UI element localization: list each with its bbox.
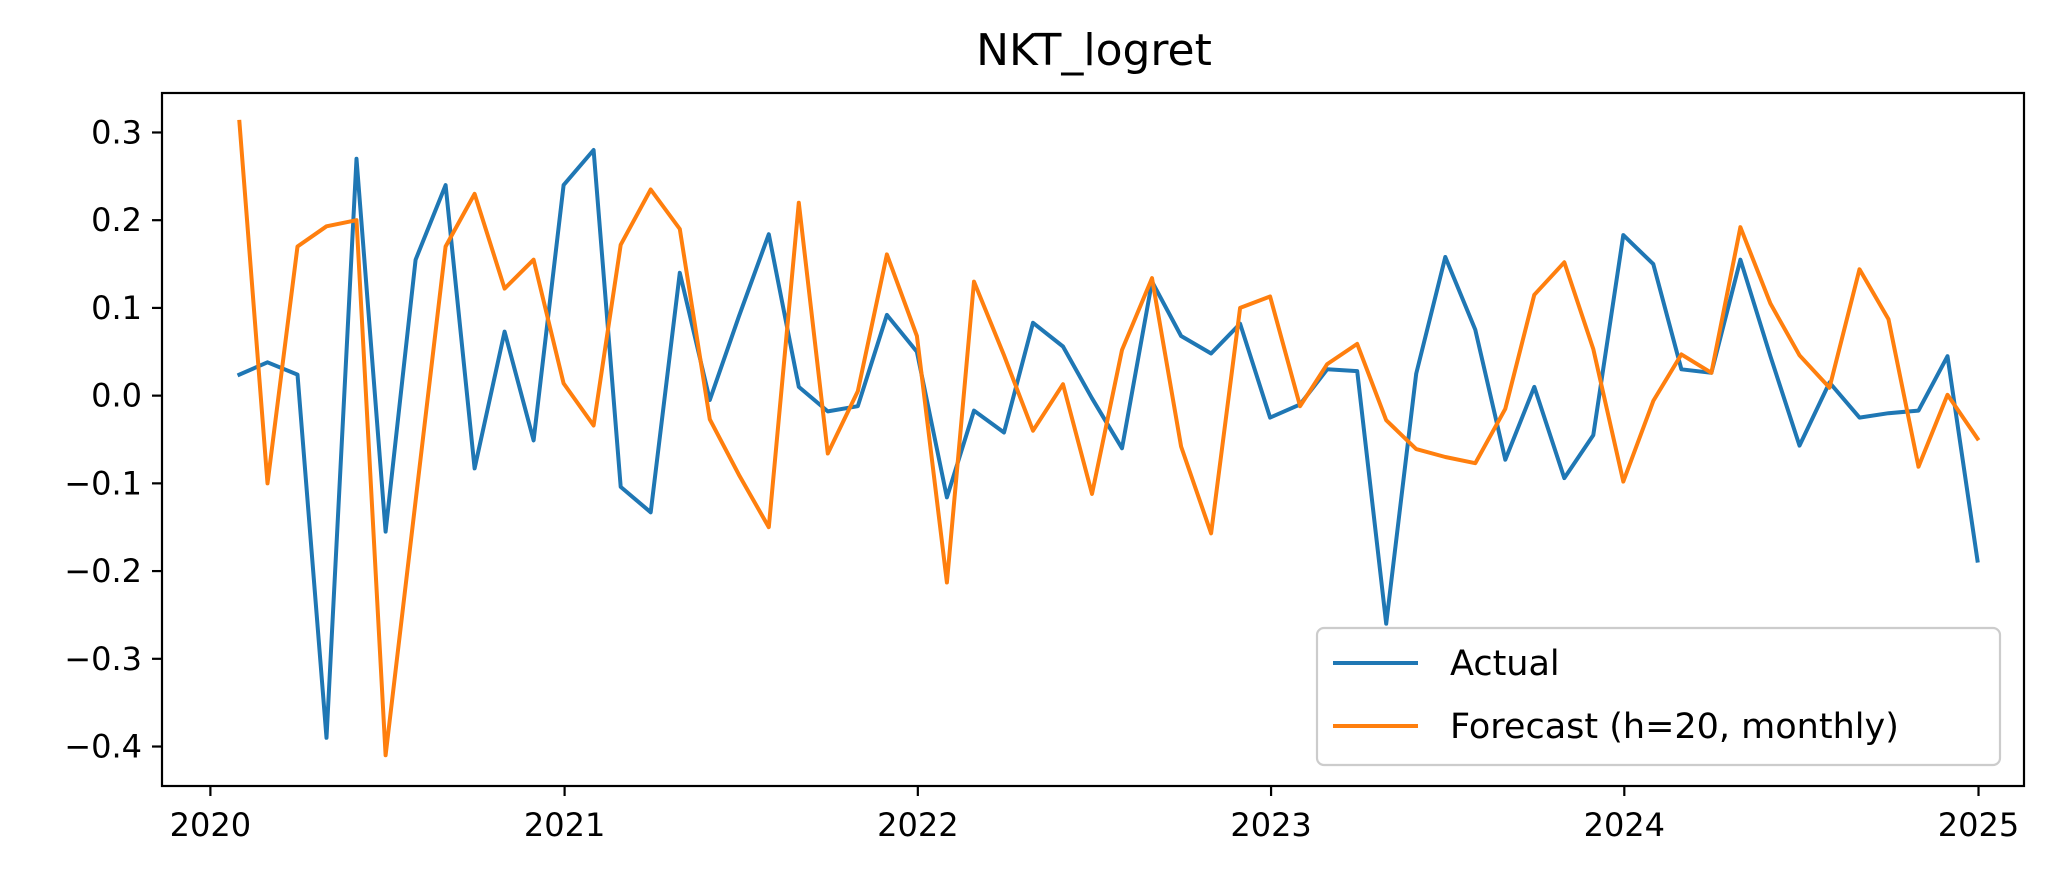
x-tick-label: 2023 bbox=[1230, 806, 1311, 844]
legend-label-forecast: Forecast (h=20, monthly) bbox=[1450, 707, 1899, 747]
x-tick-label: 2024 bbox=[1584, 806, 1665, 844]
legend: Actual Forecast (h=20, monthly) bbox=[1315, 626, 2002, 767]
legend-label-actual: Actual bbox=[1450, 644, 1560, 684]
x-tick-label: 2025 bbox=[1938, 806, 2019, 844]
plot-frame bbox=[160, 91, 2026, 788]
chart-title: NKT_logret bbox=[976, 25, 1212, 76]
y-axis: 0.3 0.2 0.1 0.0 −0.1 −0.2 −0.3 −0.4 bbox=[64, 113, 162, 766]
y-tick-label: −0.2 bbox=[64, 552, 142, 590]
series-layer bbox=[236, 119, 1981, 758]
y-tick-label: −0.3 bbox=[64, 640, 142, 678]
x-tick-label: 2021 bbox=[524, 806, 605, 844]
y-tick-label: 0.2 bbox=[91, 201, 142, 239]
y-tick-label: 0.1 bbox=[91, 289, 142, 327]
x-axis: 2020 2021 2022 2023 2024 2025 bbox=[170, 786, 2019, 844]
y-tick-label: −0.1 bbox=[64, 464, 142, 502]
y-tick-label: 0.0 bbox=[91, 377, 142, 415]
y-tick-label: 0.3 bbox=[91, 113, 142, 151]
x-tick-label: 2020 bbox=[170, 806, 251, 844]
x-tick-label: 2022 bbox=[877, 806, 958, 844]
series-line-forecast bbox=[237, 119, 1981, 758]
legend-box bbox=[1315, 626, 2002, 767]
y-tick-label: −0.4 bbox=[64, 728, 142, 766]
